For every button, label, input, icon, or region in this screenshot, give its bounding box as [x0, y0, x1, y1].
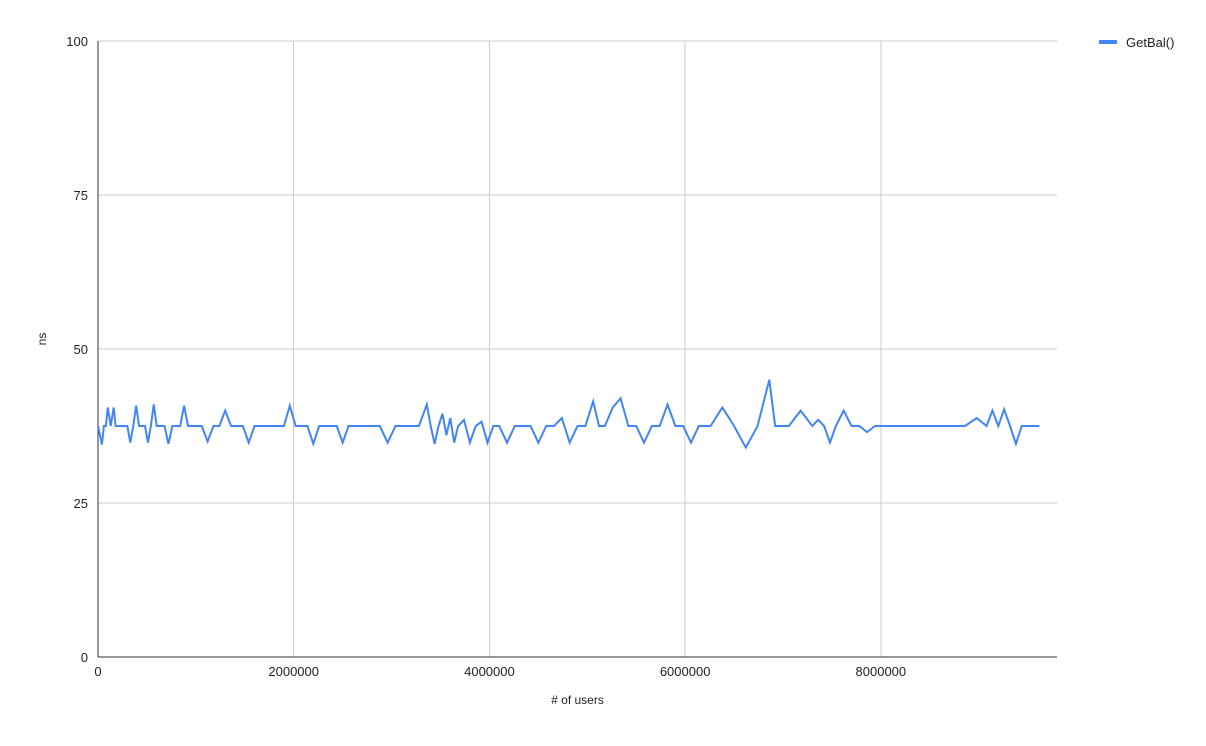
axis-lines-group — [97, 41, 1057, 658]
x-tick-label: 0 — [94, 664, 101, 679]
x-tick-labels-group: 0 2000000 4000000 6000000 8000000 — [94, 664, 906, 679]
y-tick-label: 50 — [74, 342, 88, 357]
x-tick-label: 2000000 — [268, 664, 319, 679]
legend-label[interactable]: GetBal() — [1126, 35, 1174, 50]
series-group — [97, 379, 1040, 450]
y-tick-label: 0 — [81, 650, 88, 665]
legend[interactable]: GetBal() — [1099, 35, 1174, 50]
y-tick-label: 100 — [66, 34, 88, 49]
series-line-getbal — [97, 379, 1040, 450]
x-tick-label: 8000000 — [856, 664, 907, 679]
y-axis-title: ns — [35, 333, 49, 346]
y-tick-label: 75 — [74, 188, 88, 203]
x-tick-label: 4000000 — [464, 664, 515, 679]
y-tick-labels-group: 0 25 50 75 100 — [66, 34, 88, 665]
x-tick-label: 6000000 — [660, 664, 711, 679]
gridlines-group — [98, 40, 1057, 657]
y-tick-label: 25 — [74, 496, 88, 511]
x-axis-title: # of users — [551, 693, 604, 707]
